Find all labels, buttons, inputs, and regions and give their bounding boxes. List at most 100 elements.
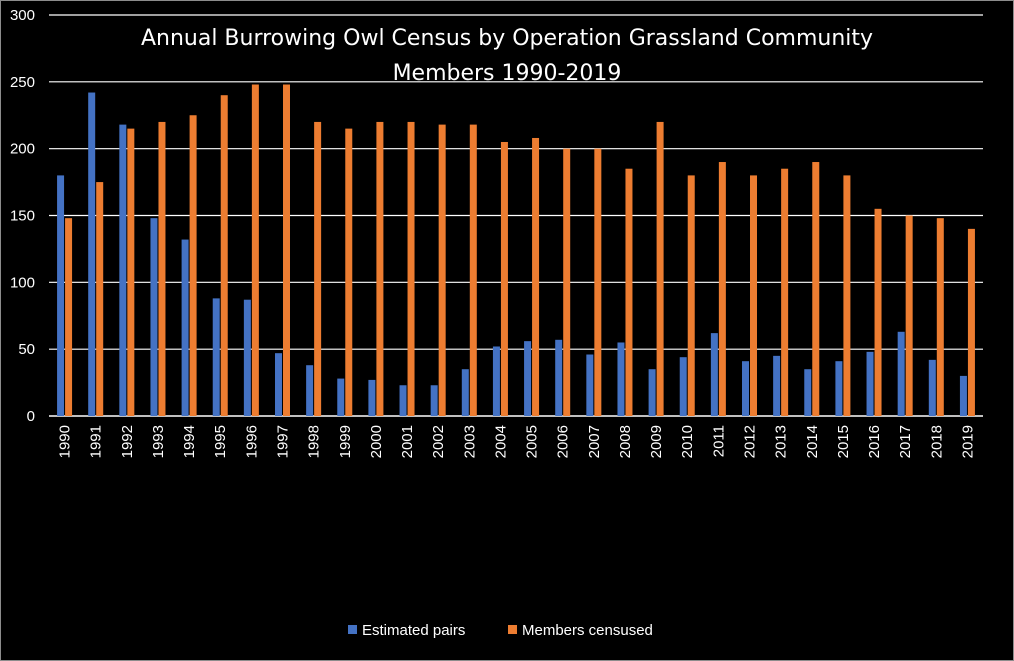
y-tick-label: 150 bbox=[10, 208, 35, 225]
x-tick-label-1993: 1993 bbox=[150, 425, 167, 458]
chart-title-line-2: Members 1990-2019 bbox=[393, 61, 622, 86]
bar-members-censused-2003 bbox=[469, 124, 477, 417]
bar-estimated-pairs-2018 bbox=[928, 359, 936, 416]
bar-members-censused-1998 bbox=[314, 121, 322, 416]
bar-estimated-pairs-1999 bbox=[337, 378, 345, 416]
bar-members-censused-1990 bbox=[65, 218, 73, 416]
bar-estimated-pairs-2004 bbox=[492, 346, 500, 416]
bar-members-censused-2014 bbox=[812, 162, 820, 416]
bar-estimated-pairs-2016 bbox=[866, 351, 874, 416]
y-tick-label: 250 bbox=[10, 74, 35, 91]
x-tick-label-1999: 1999 bbox=[337, 425, 354, 458]
bar-members-censused-1999 bbox=[345, 128, 353, 416]
y-tick-label: 100 bbox=[10, 274, 35, 291]
bar-estimated-pairs-1993 bbox=[150, 218, 158, 416]
bar-estimated-pairs-2014 bbox=[804, 369, 812, 416]
bar-estimated-pairs-1990 bbox=[57, 175, 65, 416]
bar-estimated-pairs-2010 bbox=[679, 357, 687, 416]
x-tick-label-1994: 1994 bbox=[181, 425, 198, 458]
bar-estimated-pairs-2012 bbox=[742, 361, 749, 416]
x-tick-label-2010: 2010 bbox=[679, 425, 696, 458]
bar-estimated-pairs-1996 bbox=[243, 299, 251, 416]
bar-members-censused-2002 bbox=[438, 124, 446, 417]
x-tick-label-2019: 2019 bbox=[959, 425, 976, 458]
legend: Estimated pairs Members censused bbox=[348, 622, 653, 639]
bar-members-censused-2019 bbox=[967, 228, 975, 416]
bars bbox=[57, 84, 975, 417]
x-tick-label-1995: 1995 bbox=[212, 425, 229, 458]
y-tick-label: 200 bbox=[10, 141, 35, 158]
x-tick-label-2008: 2008 bbox=[617, 425, 634, 458]
bar-estimated-pairs-2005 bbox=[524, 341, 532, 416]
bar-members-censused-2006 bbox=[563, 148, 571, 416]
bar-estimated-pairs-1997 bbox=[275, 353, 282, 416]
y-tick-label: 300 bbox=[10, 7, 35, 24]
y-tick-label: 50 bbox=[18, 341, 35, 358]
bar-members-censused-1994 bbox=[189, 115, 197, 416]
bar-members-censused-1992 bbox=[127, 128, 135, 416]
bar-members-censused-1996 bbox=[251, 84, 259, 417]
bar-members-censused-2000 bbox=[376, 121, 384, 416]
x-tick-label-2006: 2006 bbox=[555, 425, 572, 458]
bar-members-censused-2012 bbox=[750, 175, 757, 416]
bar-members-censused-1991 bbox=[96, 182, 104, 416]
bar-members-censused-2013 bbox=[781, 168, 789, 416]
x-tick-label-2003: 2003 bbox=[461, 425, 478, 458]
x-tick-label-2004: 2004 bbox=[492, 425, 509, 458]
x-tick-label-2018: 2018 bbox=[928, 425, 945, 458]
bar-estimated-pairs-2019 bbox=[959, 375, 967, 416]
x-tick-label-2013: 2013 bbox=[773, 425, 790, 458]
x-tick-label-1996: 1996 bbox=[243, 425, 260, 458]
bar-estimated-pairs-2003 bbox=[461, 369, 469, 416]
bar-estimated-pairs-1994 bbox=[181, 239, 189, 416]
bar-members-censused-2010 bbox=[687, 175, 695, 416]
bar-members-censused-1997 bbox=[283, 84, 290, 417]
legend-label-members-censused: Members censused bbox=[522, 622, 653, 639]
bar-members-censused-2015 bbox=[843, 175, 851, 416]
x-axis-tick-labels: 1990 1991 1992 1993 1994 1995 1996 1997 1998 1999… bbox=[57, 425, 977, 458]
x-tick-label-2002: 2002 bbox=[430, 425, 447, 458]
x-tick-label-2007: 2007 bbox=[586, 425, 603, 458]
bar-members-censused-2001 bbox=[407, 121, 415, 416]
bar-estimated-pairs-1995 bbox=[212, 298, 220, 416]
x-tick-label-1990: 1990 bbox=[57, 425, 74, 458]
bar-members-censused-2009 bbox=[656, 121, 664, 416]
bar-estimated-pairs-1992 bbox=[119, 124, 127, 417]
bar-estimated-pairs-2000 bbox=[368, 379, 376, 416]
x-tick-label-2009: 2009 bbox=[648, 425, 665, 458]
bar-estimated-pairs-2002 bbox=[430, 385, 438, 416]
bar-members-censused-2008 bbox=[625, 168, 633, 416]
bar-estimated-pairs-2001 bbox=[399, 385, 407, 416]
chart-title: Annual Burrowing Owl Census by Operation… bbox=[141, 26, 873, 86]
bar-members-censused-2016 bbox=[874, 208, 882, 416]
x-tick-label-2001: 2001 bbox=[399, 425, 416, 458]
legend-label-estimated-pairs: Estimated pairs bbox=[362, 622, 465, 639]
x-tick-label-2000: 2000 bbox=[368, 425, 385, 458]
x-tick-label-1992: 1992 bbox=[119, 425, 136, 458]
bar-estimated-pairs-2009 bbox=[648, 369, 656, 416]
bar-members-censused-2018 bbox=[936, 218, 944, 416]
bar-members-censused-2004 bbox=[500, 141, 508, 416]
legend-swatch-estimated-pairs bbox=[348, 625, 357, 634]
x-tick-label-2011: 2011 bbox=[710, 425, 727, 457]
gridlines bbox=[49, 14, 983, 417]
bar-estimated-pairs-2006 bbox=[555, 339, 563, 416]
bar-members-censused-2005 bbox=[532, 137, 540, 416]
legend-swatch-members-censused bbox=[508, 625, 517, 634]
bar-estimated-pairs-2007 bbox=[586, 354, 594, 416]
bar-members-censused-1993 bbox=[158, 121, 166, 416]
x-tick-label-2015: 2015 bbox=[835, 425, 852, 458]
y-axis-tick-labels: 0 50 100 150 200 250 300 bbox=[10, 7, 35, 425]
bar-estimated-pairs-2008 bbox=[617, 342, 625, 416]
chart-title-line-1: Annual Burrowing Owl Census by Operation… bbox=[141, 26, 873, 51]
x-tick-label-2017: 2017 bbox=[897, 425, 914, 458]
x-tick-label-2014: 2014 bbox=[804, 425, 821, 458]
x-tick-label-1991: 1991 bbox=[88, 425, 105, 458]
bar-estimated-pairs-1998 bbox=[306, 365, 314, 416]
bar-estimated-pairs-1991 bbox=[88, 92, 96, 416]
bar-members-censused-2017 bbox=[905, 215, 913, 416]
x-tick-label-2005: 2005 bbox=[524, 425, 541, 458]
bar-members-censused-1995 bbox=[220, 95, 228, 416]
